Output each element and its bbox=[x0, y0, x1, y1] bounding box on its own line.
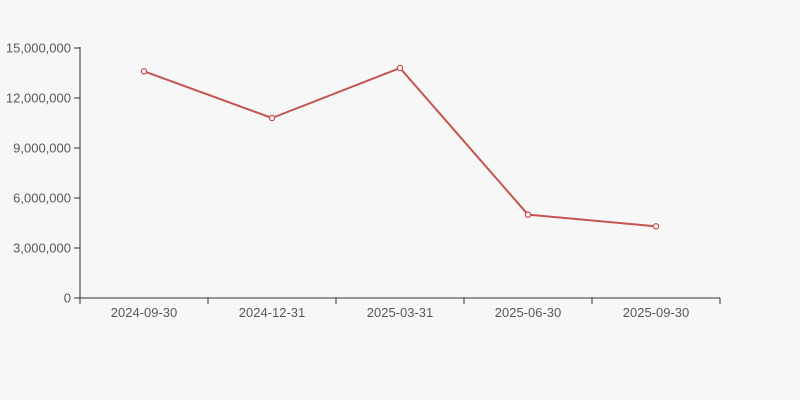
y-axis-tick-label: 15,000,000 bbox=[6, 41, 71, 56]
data-point-marker[interactable] bbox=[524, 211, 532, 218]
x-axis-tick-label: 2025-03-31 bbox=[367, 305, 434, 320]
y-axis-tick-label: 3,000,000 bbox=[13, 241, 71, 256]
x-axis-tick-label: 2024-09-30 bbox=[111, 305, 178, 320]
data-series bbox=[140, 64, 660, 230]
x-axis-tick-label: 2025-09-30 bbox=[623, 305, 690, 320]
y-axis-tick-label: 0 bbox=[64, 291, 71, 306]
x-axis: 2024-09-30 2024-12-31 2025-03-31 2025-06-30… bbox=[79, 297, 721, 320]
data-point-marker[interactable] bbox=[140, 68, 148, 75]
x-axis-tick-label: 2025-06-30 bbox=[495, 305, 562, 320]
data-point-marker[interactable] bbox=[396, 64, 404, 72]
y-axis-tick-label: 9,000,000 bbox=[13, 141, 71, 156]
series-line bbox=[143, 67, 657, 228]
data-point-marker[interactable] bbox=[652, 223, 660, 230]
data-point-marker[interactable] bbox=[268, 114, 276, 122]
y-axis-tick-label: 12,000,000 bbox=[6, 91, 71, 106]
y-axis-tick-label: 6,000,000 bbox=[13, 191, 71, 206]
x-axis-tick-label: 2024-12-31 bbox=[239, 305, 306, 320]
y-axis: 0 3,000,000 6,000,000 9,000,000 12,000,000 15… bbox=[6, 41, 81, 306]
